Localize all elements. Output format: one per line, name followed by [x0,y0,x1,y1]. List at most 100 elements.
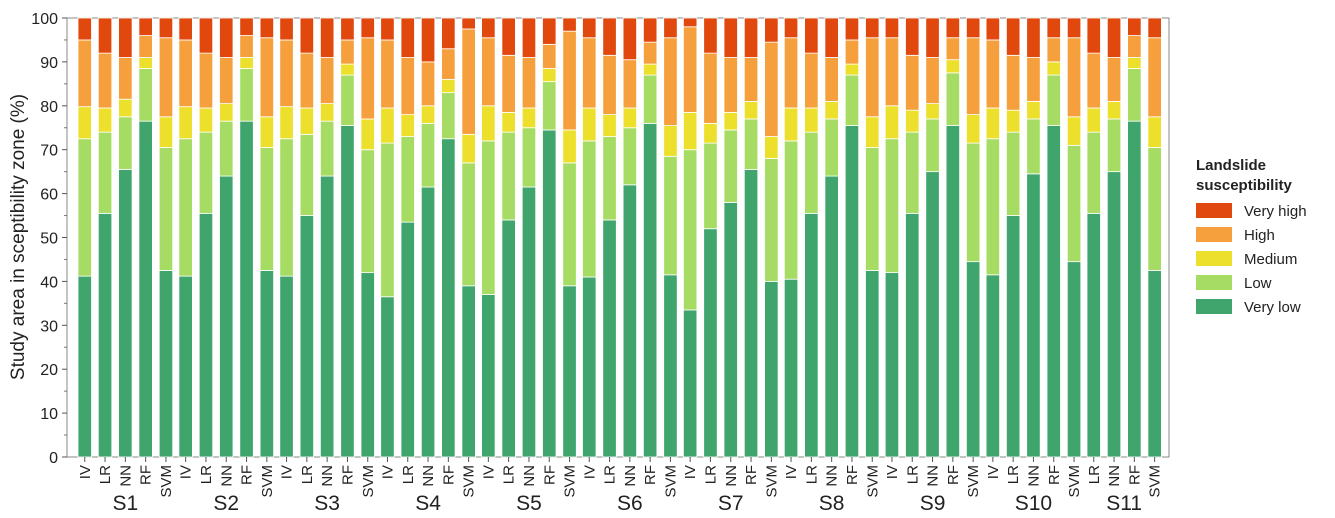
bar-segment-low [1026,118,1041,175]
bar-segment-very-low [158,270,174,458]
bar-segment-high [219,57,234,105]
bar-segment-medium [279,106,294,140]
bar-stack-s5-rf [542,17,557,458]
bar-stack-s10-nn [1026,17,1041,458]
bar-stack-s4-rf [441,17,456,458]
legend-swatch-high [1196,227,1232,242]
bar-stack-s9-nn [925,17,940,458]
bar-segment-very-low [1066,261,1082,458]
bar-segment-low [844,74,860,126]
bar-segment-very-high [602,17,617,56]
bar-segment-low [521,127,537,188]
bar-segment-low [178,138,193,277]
bar-segment-low [299,133,315,216]
bar-segment-medium [77,106,92,140]
bar-segment-high [1127,35,1142,58]
x-tick-label-model: IV [77,465,94,479]
legend-title-line-1: Landslide [1196,157,1266,174]
bar-segment-medium [925,103,940,120]
y-tick-label: 40 [40,274,58,291]
bar-segment-very-low [582,276,597,458]
x-tick-label-model: LR [702,465,719,484]
bar-segment-medium [985,107,1000,140]
bar-segment-high [279,39,294,108]
bar-segment-very-low [239,120,254,458]
bar-segment-very-low [420,186,436,458]
x-group-label: S10 [1015,492,1052,515]
bar-stack-s3-lr [299,17,315,458]
bar-segment-medium [966,114,981,144]
bar-segment-very-high [804,17,819,54]
bar-segment-low [643,74,658,124]
x-group-label: S3 [314,492,340,515]
bar-segment-high [501,54,516,113]
bar-segment-high [582,37,597,109]
legend-title-line-2: susceptibility [1196,177,1293,194]
bar-segment-very-high [1006,17,1021,56]
bar-segment-very-low [844,125,860,458]
bar-segment-high [1086,52,1101,109]
bar-group-s11 [1086,17,1162,458]
bar-segment-very-high [945,17,960,39]
bar-segment-medium [1106,101,1122,120]
bar-stack-s6-lr [602,17,617,458]
bar-stack-s3-nn [319,17,335,458]
y-tick-label: 30 [40,318,58,335]
bar-segment-high [521,57,537,109]
bar-group-s4 [380,17,476,458]
x-tick-label-model: NN [319,465,336,487]
bar-segment-medium [1046,61,1061,76]
bar-segment-low [804,131,819,214]
bar-segment-medium [804,107,819,133]
bar-segment-very-low [77,275,92,458]
bar-segment-low [824,118,839,177]
x-tick-label-model: LR [400,465,417,484]
bar-segment-high [1066,37,1082,118]
x-tick-label-model: IV [581,465,598,479]
legend-swatch-medium [1196,251,1232,266]
bar-segment-low [1066,144,1082,263]
bar-stack-s9-svm [966,17,981,458]
bar-segment-very-high [360,17,375,39]
bar-segment-medium [602,114,617,137]
bar-segment-very-high [582,17,597,39]
bar-stack-s8-iv [783,17,799,458]
bar-group-s2 [178,17,275,458]
bar-segment-medium [582,107,597,142]
y-tick-label: 50 [40,231,58,248]
bar-segment-medium [441,79,456,94]
bar-segment-high [804,52,819,109]
bar-segment-medium [340,63,355,76]
bar-segment-low [884,138,900,274]
bar-stack-s7-nn [723,17,738,458]
bar-stack-s7-lr [703,17,718,458]
bar-segment-high [905,54,920,111]
bar-segment-low [239,68,254,122]
bar-segment-very-low [783,278,799,458]
bar-segment-very-low [703,228,718,458]
x-group-label: S11 [1106,492,1142,515]
bar-segment-very-high [279,17,294,41]
bar-segment-high [542,43,557,69]
bar-segment-very-high [1066,17,1082,39]
x-tick-label-model: IV [985,465,1002,479]
bar-segment-low [97,131,113,214]
y-tick-label: 80 [40,99,58,116]
bar-segment-very-low [683,309,698,458]
legend-label: Medium [1244,251,1297,268]
bar-segment-very-low [118,169,133,458]
y-tick-label: 0 [49,450,58,467]
x-tick-label-model: NN [521,465,538,487]
bar-segment-high [925,57,940,105]
bar-segment-very-high [420,17,436,63]
bar-stack-s10-iv [985,17,1000,458]
bar-segment-medium [219,103,234,122]
bar-segment-high [77,39,92,108]
bar-segment-high [1106,57,1122,102]
bar-segment-high [562,30,577,131]
x-tick-label-model: SVM [965,465,982,498]
bar-stack-s9-lr [905,17,920,458]
bar-segment-high [97,52,113,109]
bar-segment-very-high [1147,17,1162,39]
bar-segment-high [783,37,799,109]
